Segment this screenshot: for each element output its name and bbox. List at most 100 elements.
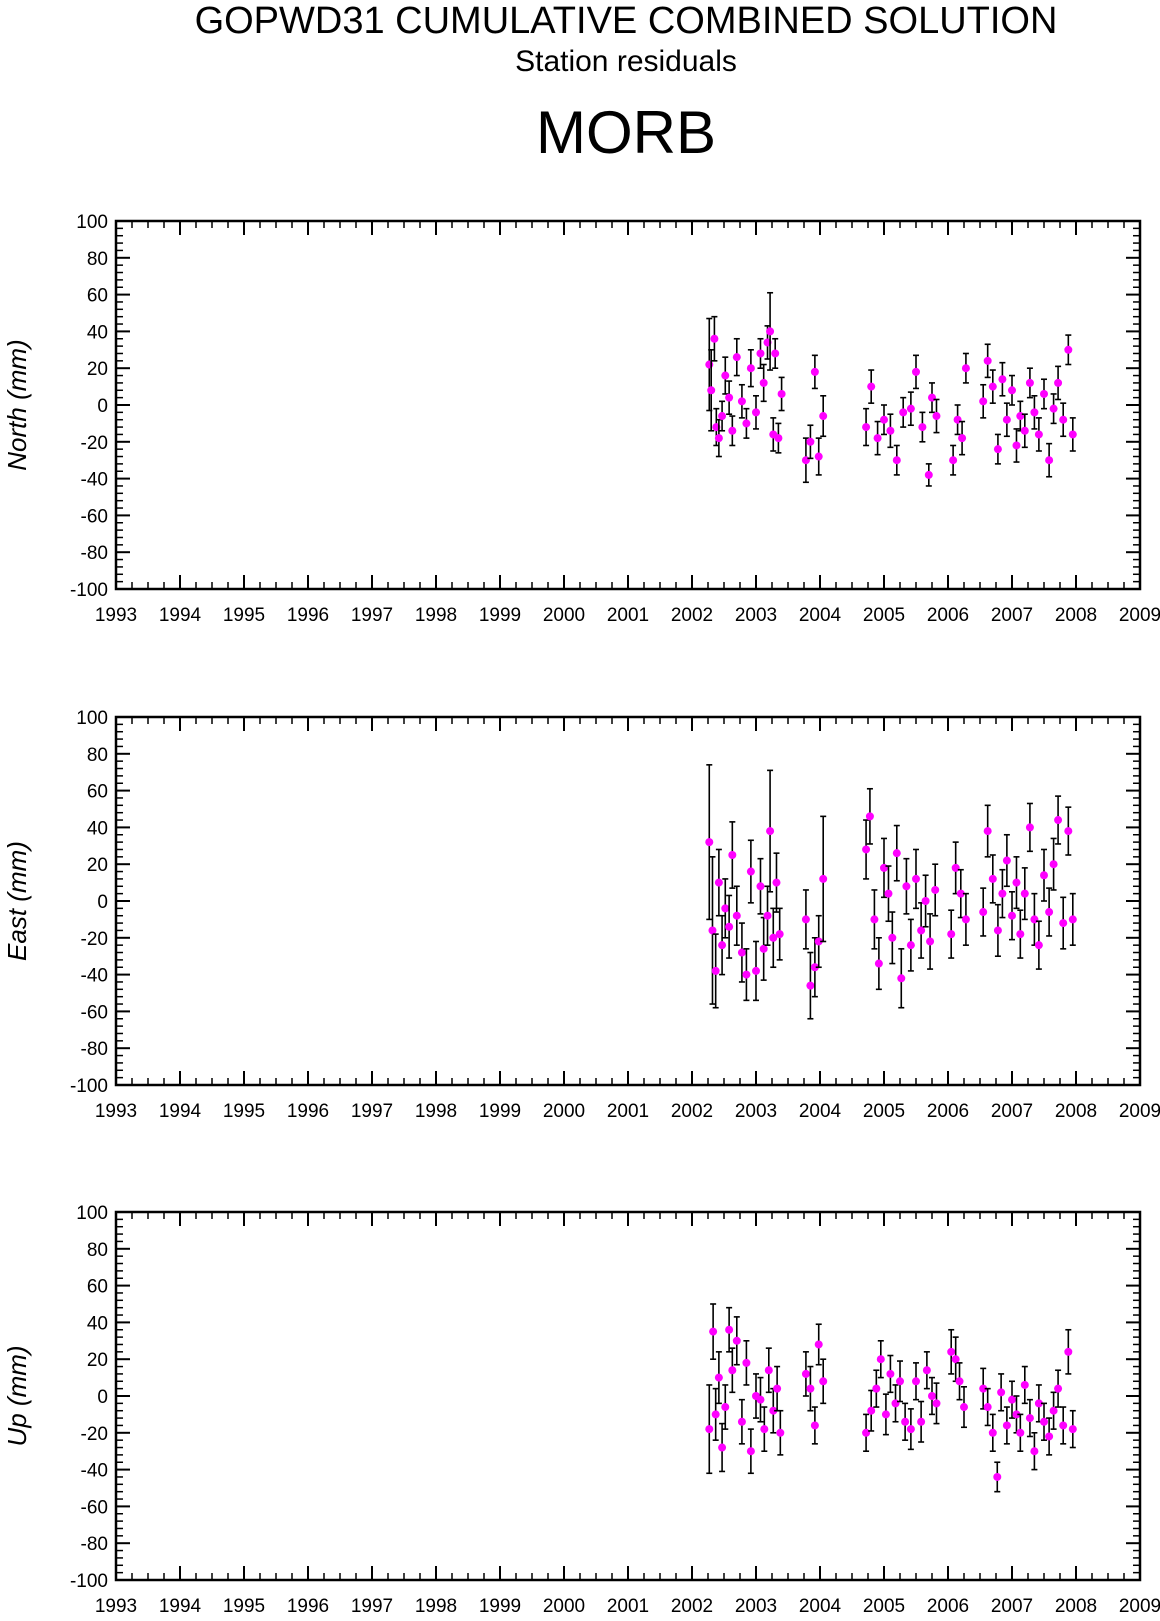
plot-frame	[114, 219, 1142, 591]
y-tick-label: 0	[97, 1387, 108, 1408]
data-point	[928, 393, 936, 402]
data-point	[746, 364, 755, 373]
data-point	[931, 885, 940, 894]
panel-north: North (mm) 1993 1994 1995 1996 1997 1998 1999 2…	[2, 212, 1160, 626]
data-point	[1016, 1428, 1025, 1437]
data-point	[1054, 816, 1063, 825]
x-tick-label: 2007	[991, 1101, 1033, 1122]
y-tick-label: -80	[81, 1534, 108, 1555]
data-point	[947, 1347, 956, 1356]
data-point	[1034, 941, 1043, 950]
data-point	[711, 966, 720, 975]
x-tick-label: 2005	[863, 605, 905, 626]
y-tick-label: 100	[76, 212, 108, 233]
x-tick-label: 2004	[799, 1596, 842, 1617]
data-point	[1025, 1414, 1034, 1423]
data-point	[777, 389, 786, 398]
data-point	[1016, 412, 1025, 421]
data-point	[892, 456, 901, 465]
data-point	[1059, 1421, 1068, 1430]
data-point	[1040, 871, 1048, 880]
data-point	[874, 959, 883, 968]
x-tick-label: 1996	[287, 1101, 329, 1122]
data-point	[801, 456, 810, 465]
data-point	[771, 349, 780, 358]
data-point	[806, 437, 815, 446]
data-point	[912, 1377, 920, 1386]
plot-frame	[114, 1210, 1142, 1582]
data-point	[888, 933, 897, 942]
station-name: MORB	[536, 99, 716, 166]
data-point	[917, 1417, 926, 1426]
x-tick-label: 1998	[415, 1596, 457, 1617]
data-point	[732, 911, 741, 920]
x-tick-label: 2001	[607, 1101, 649, 1122]
data-point	[997, 1388, 1006, 1397]
data-point	[742, 419, 751, 428]
data-point	[1008, 386, 1016, 395]
data-point	[1064, 1347, 1073, 1356]
x-tick-label: 2006	[927, 605, 969, 626]
data-point	[906, 941, 915, 950]
x-tick-label: 1997	[351, 1101, 393, 1122]
data-point	[862, 1428, 871, 1437]
data-point	[721, 904, 730, 913]
data-point	[1030, 1447, 1039, 1456]
data-point	[769, 933, 778, 942]
y-tick-label: -60	[81, 506, 108, 527]
data-point	[732, 1336, 741, 1345]
x-tick-label: 1999	[479, 1101, 521, 1122]
x-tick-label: 1999	[479, 605, 521, 626]
x-tick-label: 2003	[735, 1101, 777, 1122]
y-tick-label: -80	[81, 543, 108, 564]
data-point	[988, 382, 997, 391]
data-point	[759, 944, 768, 953]
data-point	[705, 1425, 714, 1434]
data-point	[1002, 856, 1011, 865]
data-point	[1059, 919, 1068, 928]
y-tick-label: -100	[70, 1571, 108, 1592]
x-tick-label: 1995	[223, 1596, 265, 1617]
data-point	[1008, 911, 1016, 920]
data-point	[867, 1406, 876, 1415]
x-tick-label: 1996	[287, 1596, 329, 1617]
ylabel-up: Up (mm)	[2, 1345, 32, 1446]
data-point	[737, 1417, 746, 1426]
data-point	[725, 922, 734, 931]
y-tick-label: -80	[81, 1039, 108, 1060]
data-point	[993, 1472, 1002, 1481]
data-point	[960, 1403, 968, 1412]
data-point	[958, 434, 967, 443]
data-point	[892, 849, 901, 858]
data-point	[1012, 1410, 1021, 1419]
y-tick-label: 40	[87, 818, 108, 839]
data-point	[1064, 345, 1073, 354]
data-point	[1064, 827, 1073, 836]
data-point	[955, 1377, 964, 1386]
data-point	[901, 1417, 910, 1426]
x-tick-label: 2009	[1119, 1596, 1160, 1617]
data-point	[876, 1355, 885, 1364]
y-tick-label: 60	[87, 1277, 108, 1298]
y-tick-label: 80	[87, 745, 108, 766]
data-point	[707, 386, 716, 395]
y-tick-label: -20	[81, 433, 108, 454]
data-point	[993, 445, 1002, 454]
data-point	[1068, 1425, 1077, 1434]
data-point	[988, 1428, 997, 1437]
x-tick-label: 2000	[543, 1101, 585, 1122]
y-tick-label: 100	[76, 1203, 108, 1224]
y-tick-label: 20	[87, 359, 108, 380]
ylabel-east: East (mm)	[2, 841, 32, 961]
data-point	[763, 911, 772, 920]
y-tick-label: 0	[97, 396, 108, 417]
data-point	[814, 937, 823, 946]
data-point	[926, 937, 935, 946]
data-point	[862, 423, 871, 432]
x-tick-label: 2008	[1055, 1596, 1097, 1617]
data-point	[947, 930, 956, 939]
data-point	[872, 1384, 881, 1393]
data-point	[725, 393, 734, 402]
y-tick-label: 20	[87, 855, 108, 876]
